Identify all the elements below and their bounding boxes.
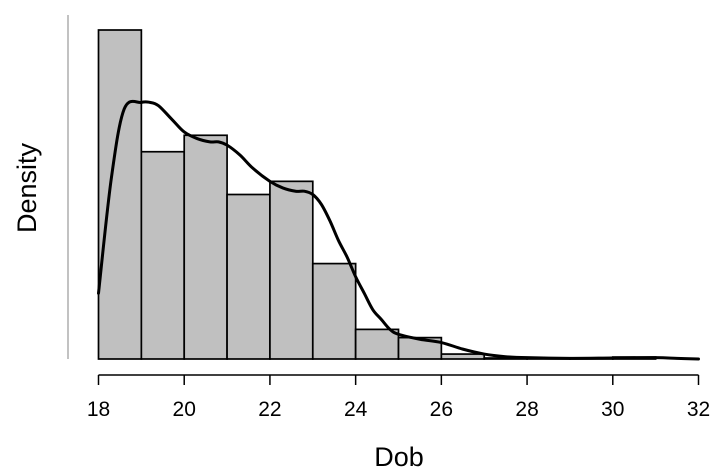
histogram-bar-19-20	[140, 150, 186, 360]
histogram-bar-22-23	[269, 180, 314, 360]
x-tick-label-22: 22	[258, 398, 281, 421]
x-tick-label-28: 28	[515, 398, 538, 421]
x-axis-label: Dob	[374, 442, 424, 469]
histogram-bar-23-24	[311, 262, 357, 360]
x-tick-label-24: 24	[344, 398, 368, 421]
x-tick-label-26: 26	[430, 398, 453, 421]
histogram-bar-21-22	[226, 193, 271, 360]
x-tick-label-32: 32	[687, 398, 710, 421]
histogram-bar-18-19	[97, 29, 143, 360]
density-curve	[97, 99, 700, 361]
histogram-bar-24-25	[354, 328, 400, 360]
histogram-bar-20-21	[183, 134, 228, 360]
x-tick-label-18: 18	[87, 398, 110, 421]
histogram-bar-26-27	[440, 353, 486, 360]
y-axis-label: Density	[12, 142, 42, 233]
x-axis-ticks: 18 20 22 24 26 28 30 32	[87, 375, 710, 421]
histogram-bars	[97, 29, 657, 360]
x-tick-label-30: 30	[601, 398, 624, 421]
histogram-bar-25-26	[397, 336, 443, 360]
x-tick-label-20: 20	[173, 398, 196, 421]
